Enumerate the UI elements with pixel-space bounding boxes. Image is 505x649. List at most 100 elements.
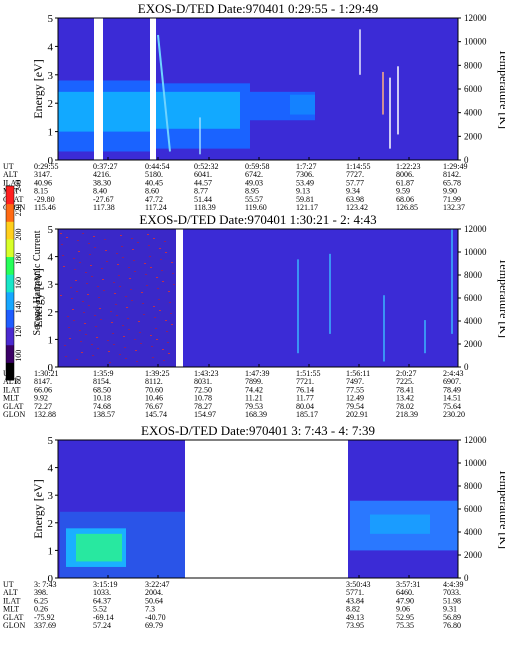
orbit-cell: 78.02 [396,402,414,411]
noise-dot [152,357,154,358]
noise-dot [137,242,139,243]
colorbar-swatch [6,238,14,258]
noise-dot [64,345,66,346]
orbit-cell: 7899. [245,377,263,386]
orbit-cell: 8147. [34,377,52,386]
noise-dot [116,253,118,254]
orbit-row-label: ILAT [3,178,20,187]
noise-dot [78,251,80,252]
orbit-cell: 154.97 [194,410,216,419]
orbit-cell: 0:29:55 [34,162,58,171]
noise-dot [166,331,168,332]
colorbar-tick-label: 140 [14,301,23,313]
orbit-cell: 9.06 [396,605,410,614]
orbit-cell: 43.84 [346,596,364,605]
orbit-cell: 5180. [145,170,163,179]
y-right-tick-label: 0 [464,362,469,372]
orbit-cell: 398. [34,588,48,597]
orbit-cell: 1:22:23 [396,162,420,171]
noise-dot [63,266,65,267]
orbit-cell: 9.90 [443,187,457,196]
spectrogram [58,440,458,578]
orbit-cell: 61.87 [396,178,414,187]
y-tick-label: 0 [48,573,54,585]
y-right-tick-label: 10000 [464,458,487,468]
orbit-cell: 115.46 [34,203,56,212]
y-right-tick-label: 12000 [464,13,487,23]
orbit-cell: 8154. [93,377,111,386]
orbit-cell: 64.37 [93,596,111,605]
noise-dot [69,338,71,339]
orbit-cell: 76.14 [296,385,314,394]
orbit-cell: 8.40 [93,187,107,196]
noise-dot [165,252,167,253]
orbit-cell: 132.37 [443,203,465,212]
orbit-cell: 9.92 [34,394,48,403]
noise-dot [67,316,69,317]
orbit-cell: -69.14 [93,613,114,622]
orbit-row-label: GLAT [3,402,24,411]
noise-dot [138,321,140,322]
noise-dot [157,288,159,289]
orbit-cell: 8.60 [145,187,159,196]
orbit-cell: 4:4:39 [443,580,463,589]
noise-dot [91,276,93,277]
orbit-cell: 2:4:43 [443,369,463,378]
noise-dot [109,362,111,363]
noise-dot [172,273,174,274]
noise-dot [94,315,96,316]
noise-dot [162,281,164,282]
y-axis-right: 0 2000 4000 6000 8000 10000 12000 Temperature [… [458,224,505,372]
y-axis-left: 0 1 2 3 4 5 Energy [eV] [31,224,58,374]
orbit-cell: 55.57 [245,195,263,204]
orbit-cell: 145.74 [145,410,167,419]
noise-dot [83,312,85,313]
noise-dot [119,354,121,355]
panel-title: EXOS-D/TED Date:970401 1:30:21 - 2: 4:43 [139,212,376,227]
noise-dot [158,299,160,300]
y-right-tick-label: 2000 [464,131,483,141]
orbit-cell: 68.06 [396,195,414,204]
noise-dot [165,320,167,321]
noise-dot [61,244,63,245]
noise-dot [115,304,117,305]
y-tick-label: 3 [48,70,54,82]
noise-dot [136,361,138,362]
colorbar-tick-label: 160 [14,277,23,289]
orbit-cell: 1:47:39 [245,369,269,378]
colorbar-swatch [6,327,14,346]
colorbar-tick-label: 100 [14,350,23,362]
orbit-cell: 8.15 [34,187,48,196]
energy-band [58,91,94,132]
orbit-cell: 77.55 [346,385,364,394]
orbit-row-label: GLON [3,621,25,630]
y-right-axis-label: Temperature [K] [497,49,505,129]
noise-dot [105,250,107,251]
noise-dot [148,245,150,246]
orbit-cell: 0:52:32 [194,162,218,171]
noise-dot [120,235,122,236]
orbit-cell: 78.41 [396,385,414,394]
noise-dot [86,283,88,284]
x-axis [57,575,459,578]
noise-dot [133,260,135,261]
noise-dot [155,328,157,329]
y-right-tick-label: 10000 [464,247,487,257]
noise-dot [127,318,129,319]
orbit-cell: 3:15:19 [93,580,117,589]
noise-dot [100,319,102,320]
orbit-row-label: ILAT [3,385,20,394]
orbit-cell: 59.81 [296,195,314,204]
orbit-cell: 1:30:21 [34,369,58,378]
orbit-cell: 7721. [296,377,314,386]
noise-dot [76,359,78,360]
noise-dot [60,233,62,234]
y-axis-right: 0 2000 4000 6000 8000 10000 12000 Temperature [… [458,13,505,165]
noise-dot [90,265,92,266]
orbit-cell: 2004. [145,588,163,597]
y-axis-label: Energy [eV] [31,479,45,538]
colorbar-tick-label: 220 [14,204,23,216]
orbit-cell: 123.42 [346,203,368,212]
noise-dot [103,290,105,291]
orbit-cell: 44.57 [194,178,212,187]
